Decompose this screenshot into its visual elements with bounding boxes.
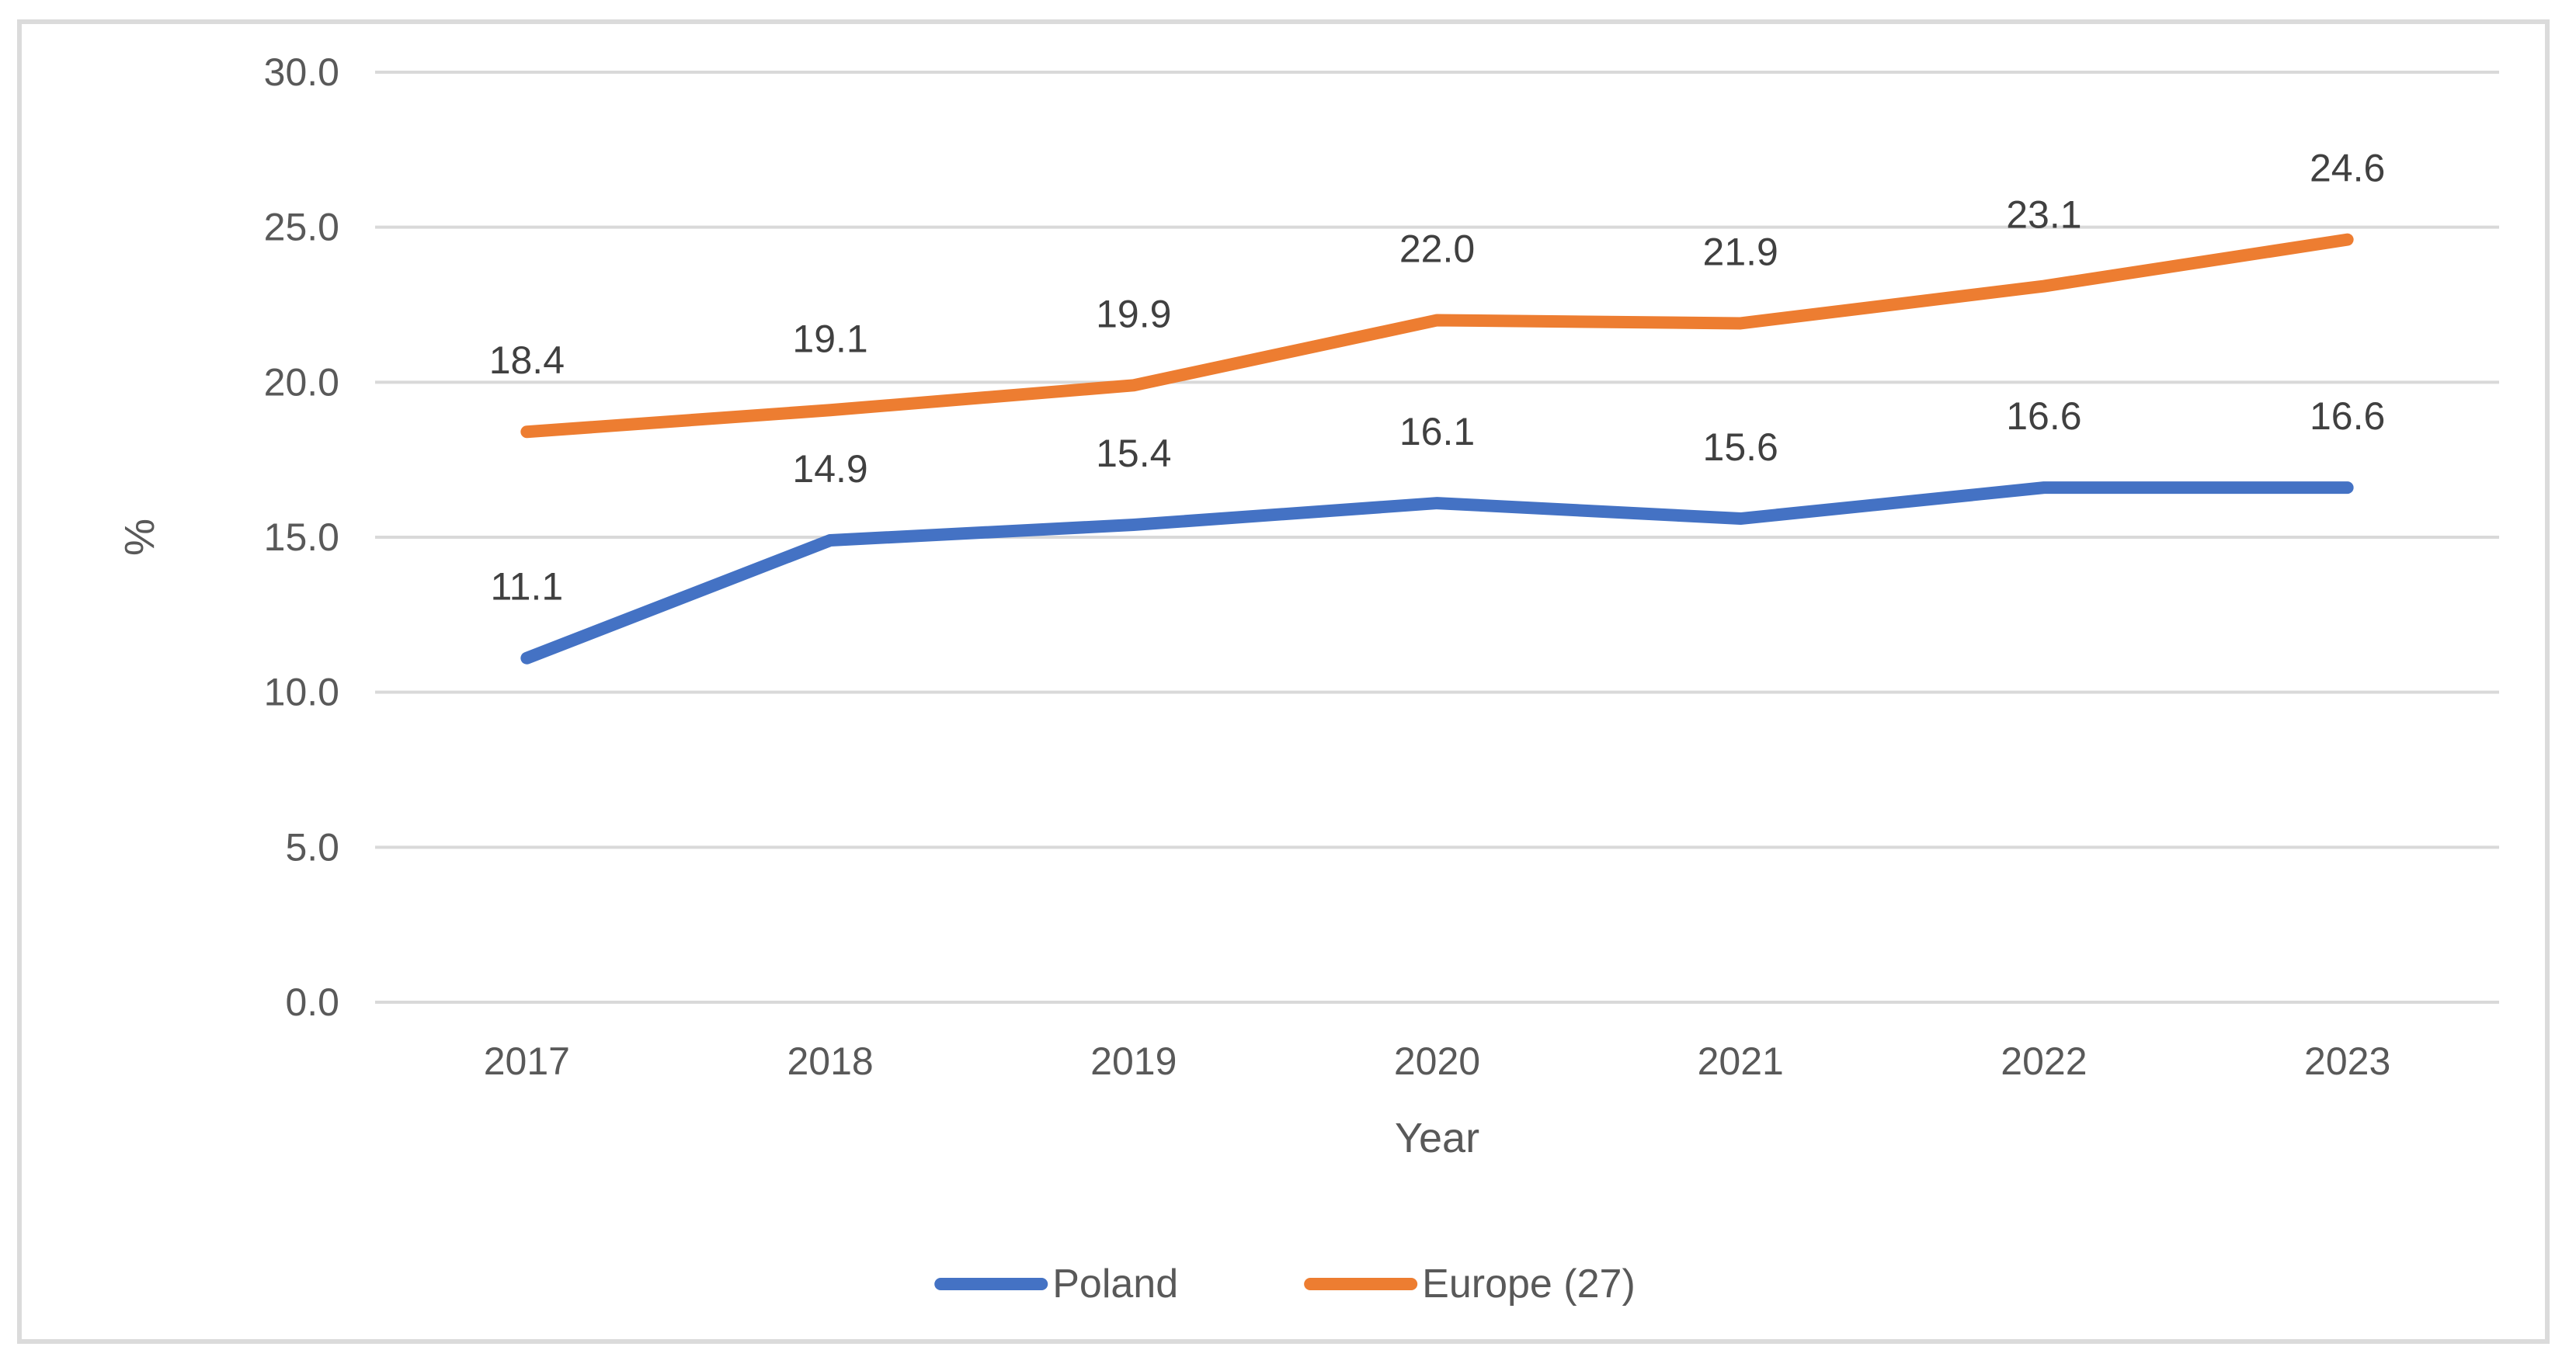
x-tick-label: 2022 xyxy=(2001,1039,2087,1083)
y-tick-label: 25.0 xyxy=(264,206,339,249)
data-label-europe-27: 22.0 xyxy=(1399,227,1475,270)
data-label-poland: 14.9 xyxy=(792,447,867,491)
data-label-poland: 16.6 xyxy=(2310,394,2385,438)
data-label-poland: 16.6 xyxy=(2006,394,2081,438)
data-label-europe-27: 23.1 xyxy=(2006,193,2081,237)
data-label-poland: 11.1 xyxy=(491,565,564,609)
y-tick-label: 5.0 xyxy=(285,825,339,869)
legend-label-europe-27: Europe (27) xyxy=(1422,1262,1636,1307)
series-line-europe-27 xyxy=(520,233,2354,439)
x-tick-label: 2023 xyxy=(2304,1039,2390,1083)
legend-label-poland: Poland xyxy=(1052,1262,1178,1307)
y-tick-label: 20.0 xyxy=(264,360,339,404)
data-label-europe-27: 24.6 xyxy=(2310,147,2385,190)
data-label-europe-27: 19.1 xyxy=(792,317,867,360)
y-tick-label: 10.0 xyxy=(264,671,339,714)
data-label-europe-27: 19.9 xyxy=(1096,292,1171,335)
y-tick-label: 30.0 xyxy=(264,50,339,94)
y-tick-label: 0.0 xyxy=(285,980,339,1024)
series-line-poland xyxy=(520,481,2354,665)
x-tick-label: 2021 xyxy=(1698,1039,1784,1083)
x-axis-title: Year xyxy=(1395,1115,1479,1161)
y-axis-title: % xyxy=(116,519,163,556)
data-label-poland: 16.1 xyxy=(1399,410,1475,453)
x-tick-label: 2018 xyxy=(787,1039,873,1083)
x-tick-label: 2017 xyxy=(484,1039,570,1083)
data-label-europe-27: 21.9 xyxy=(1703,230,1778,273)
x-tick-label: 2019 xyxy=(1090,1039,1177,1083)
y-tick-label: 15.0 xyxy=(264,515,339,559)
data-label-poland: 15.4 xyxy=(1096,432,1171,475)
x-tick-label: 2020 xyxy=(1394,1039,1480,1083)
data-label-europe-27: 18.4 xyxy=(489,338,565,382)
chart-frame xyxy=(17,19,2550,1344)
data-label-poland: 15.6 xyxy=(1703,425,1778,469)
